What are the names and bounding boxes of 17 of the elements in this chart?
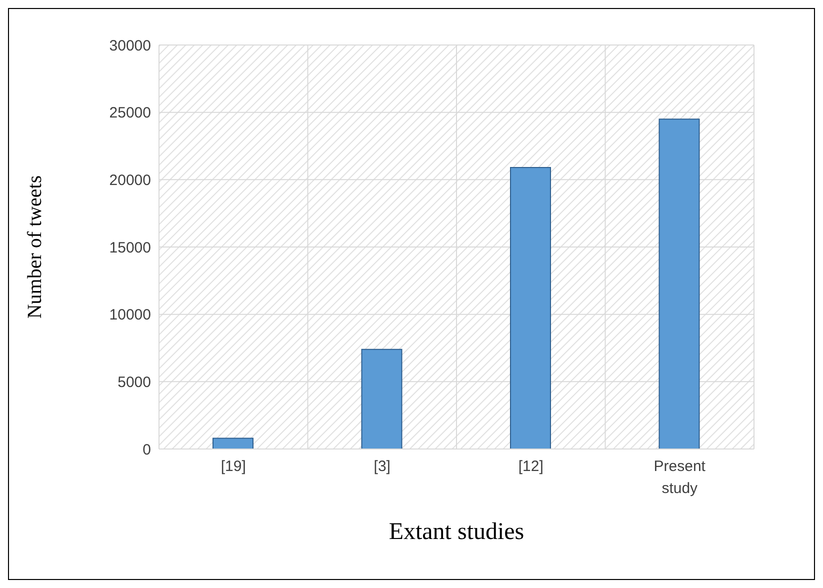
bar	[658, 118, 700, 449]
y-tick-label: 5000	[118, 374, 151, 391]
x-tick-label: Present study	[654, 458, 706, 497]
y-tick-label: 30000	[109, 37, 151, 54]
y-tick-label: 10000	[109, 306, 151, 324]
bar	[212, 438, 254, 449]
x-tick-label: [12]	[518, 458, 544, 475]
bar	[361, 348, 402, 449]
y-tick-label: 25000	[109, 104, 151, 122]
y-tick-label: 15000	[109, 239, 151, 256]
x-axis-title: Extant studies	[388, 519, 524, 545]
y-tick-label: 20000	[109, 172, 151, 189]
y-axis-title: Number of tweets	[24, 175, 46, 319]
bar	[510, 167, 551, 449]
y-tick-label: 0	[142, 441, 151, 458]
x-tick-label: [3]	[374, 458, 390, 475]
x-tick-label: [19]	[220, 458, 246, 475]
